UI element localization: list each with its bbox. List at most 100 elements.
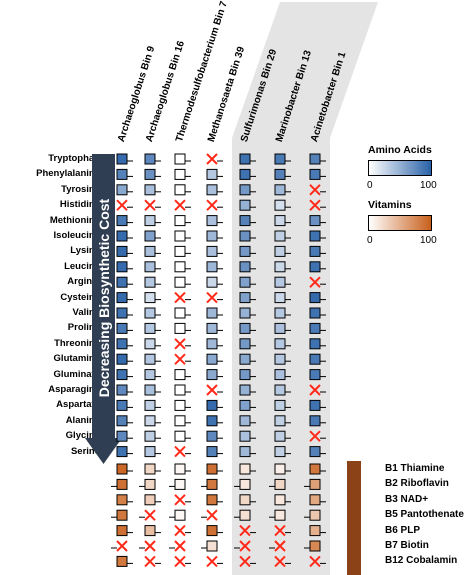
amino-cell	[206, 353, 223, 365]
amino-cell	[174, 399, 191, 411]
vitamin-cell	[309, 463, 326, 475]
vitamin-cell	[201, 478, 218, 490]
vitamin-cell	[111, 478, 128, 490]
missing-mark	[239, 555, 256, 568]
missing-mark	[206, 291, 223, 304]
vitamin-cell	[116, 463, 133, 475]
missing-mark	[269, 540, 286, 552]
missing-mark	[234, 540, 251, 552]
amino-acid-label: Alanine	[65, 414, 100, 426]
amino-cell	[239, 369, 256, 381]
amino-acid-label: Methionine	[49, 214, 100, 226]
vitamin-label: B2 Riboflavin	[385, 478, 449, 490]
vitamin-cell	[274, 494, 291, 506]
amino-cell	[206, 168, 223, 180]
vitamin-label: B5 Pantothenate	[385, 509, 464, 521]
amino-cell	[239, 415, 256, 427]
missing-mark	[206, 153, 223, 165]
amino-cell	[144, 415, 161, 427]
missing-mark	[206, 384, 223, 396]
amino-acid-label: Serine	[70, 445, 100, 457]
amino-cell	[274, 168, 291, 180]
amino-acid-label: Tyrosine	[61, 183, 100, 195]
amino-cell	[116, 338, 133, 350]
vitamin-legend-min: 0	[367, 235, 373, 246]
amino-cell	[174, 215, 191, 227]
vitamin-cell	[116, 555, 133, 567]
amino-cell	[116, 230, 133, 242]
amino-cell	[239, 245, 256, 257]
amino-cell	[174, 261, 191, 273]
amino-cell	[116, 215, 133, 227]
amino-cell	[309, 230, 326, 242]
amino-cell	[174, 322, 191, 334]
missing-mark	[144, 199, 161, 211]
amino-cell	[274, 415, 291, 427]
amino-cell	[239, 276, 256, 288]
amino-cell	[116, 261, 133, 273]
amino-cell	[116, 430, 133, 442]
missing-mark	[144, 555, 161, 568]
amino-cell	[239, 184, 256, 196]
amino-cell	[116, 276, 133, 288]
amino-cell	[309, 292, 326, 304]
amino-cell	[174, 168, 191, 180]
missing-mark	[174, 524, 191, 537]
amino-cell	[309, 215, 326, 227]
amino-cell	[144, 353, 161, 365]
amino-cell	[206, 230, 223, 242]
amino-cell	[116, 184, 133, 196]
amino-cell	[206, 399, 223, 411]
amino-cell	[144, 338, 161, 350]
amino-cell	[206, 369, 223, 381]
amino-cell	[144, 153, 161, 165]
amino-cell	[309, 338, 326, 350]
amino-cell	[116, 245, 133, 257]
vitamin-cell	[269, 509, 286, 521]
missing-mark	[309, 199, 326, 211]
amino-cell	[174, 153, 191, 165]
vitamin-bar	[347, 461, 361, 575]
vitamin-cell	[269, 478, 286, 490]
missing-mark	[206, 555, 223, 568]
amino-cell	[239, 322, 256, 334]
vitamin-cell	[144, 463, 161, 475]
missing-mark	[239, 524, 256, 537]
amino-cell	[239, 338, 256, 350]
amino-cell	[206, 446, 223, 458]
amino-cell	[274, 199, 291, 211]
amino-cell	[174, 245, 191, 257]
amino-cell	[144, 430, 161, 442]
vitamin-cell	[206, 525, 223, 537]
amino-acid-label: Gluminate	[53, 368, 100, 380]
amino-cell	[274, 399, 291, 411]
amino-cell	[116, 153, 133, 165]
vitamin-legend-gradient	[368, 215, 432, 231]
missing-mark	[139, 540, 156, 552]
vitamin-label: B3 NAD+	[385, 493, 429, 505]
vitamin-cell	[139, 478, 156, 490]
amino-cell	[206, 245, 223, 257]
decreasing-cost-arrow	[85, 154, 122, 464]
amino-cell	[274, 292, 291, 304]
amino-cell	[144, 446, 161, 458]
amino-cell	[174, 184, 191, 196]
vitamin-cell	[309, 494, 326, 506]
amino-cell	[309, 168, 326, 180]
amino-acid-label: Glutamine	[53, 353, 100, 365]
amino-cell	[274, 307, 291, 319]
amino-cell	[116, 384, 133, 396]
amino-acid-label: Arginie	[67, 276, 100, 288]
vitamin-cell	[234, 478, 251, 490]
amino-cell	[274, 184, 291, 196]
vitamin-cell	[206, 494, 223, 506]
amino-acid-label: Phenylalanine	[36, 168, 100, 180]
amino-cell	[274, 338, 291, 350]
amino-acid-label: Asparagine	[48, 384, 100, 395]
amino-cell	[274, 276, 291, 288]
amino-cell	[239, 153, 256, 165]
amino-cell	[206, 184, 223, 196]
amino-cell	[116, 292, 133, 304]
amino-cell	[116, 322, 133, 334]
